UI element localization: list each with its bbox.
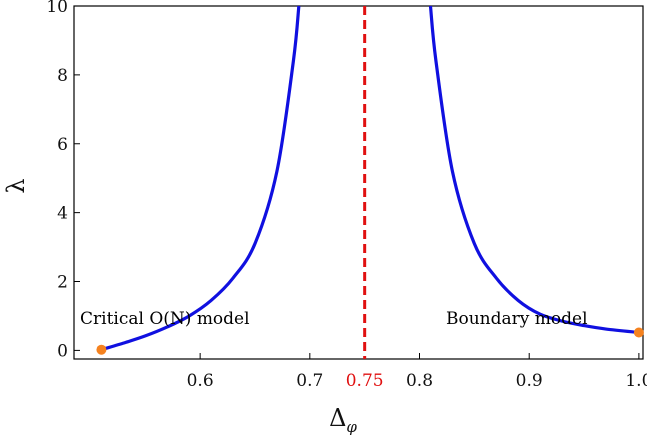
series-line-1 (100, 5, 301, 352)
annotation-critical-on-model: Critical O(N) model (80, 309, 250, 329)
endpoint-marker-1 (96, 344, 107, 355)
annotation-boundary-model: Boundary model (446, 309, 588, 329)
y-tick-label: 6 (57, 135, 68, 155)
x-axis-title: Δφ (329, 404, 357, 436)
plot-frame (73, 5, 644, 360)
y-axis-title: λ (2, 178, 30, 193)
series-line-2 (428, 5, 640, 335)
x-axis-title-main: Δ (329, 404, 346, 432)
y-tick-label: 4 (57, 204, 68, 224)
y-tick-label: 0 (57, 341, 68, 361)
x-tick-label: 0.7 (296, 371, 323, 391)
chart-marks (96, 5, 644, 359)
x-tick-label: 0.6 (187, 371, 214, 391)
y-tick-label: 10 (46, 0, 68, 17)
x-tick-label: 0.8 (406, 371, 433, 391)
y-tick-label: 2 (57, 273, 68, 293)
axis-ticks: 0.6 0.7 0.8 0.9 1.0 0.75 0 2 4 6 8 10 (46, 0, 647, 391)
x-tick-label: 0.9 (516, 371, 543, 391)
y-tick-label: 8 (57, 66, 68, 86)
x-axis-title-sub: φ (346, 418, 357, 436)
x-tick-label: 1.0 (625, 371, 647, 391)
x-tick-label-asymptote: 0.75 (346, 371, 384, 391)
endpoint-marker-2 (633, 327, 644, 338)
